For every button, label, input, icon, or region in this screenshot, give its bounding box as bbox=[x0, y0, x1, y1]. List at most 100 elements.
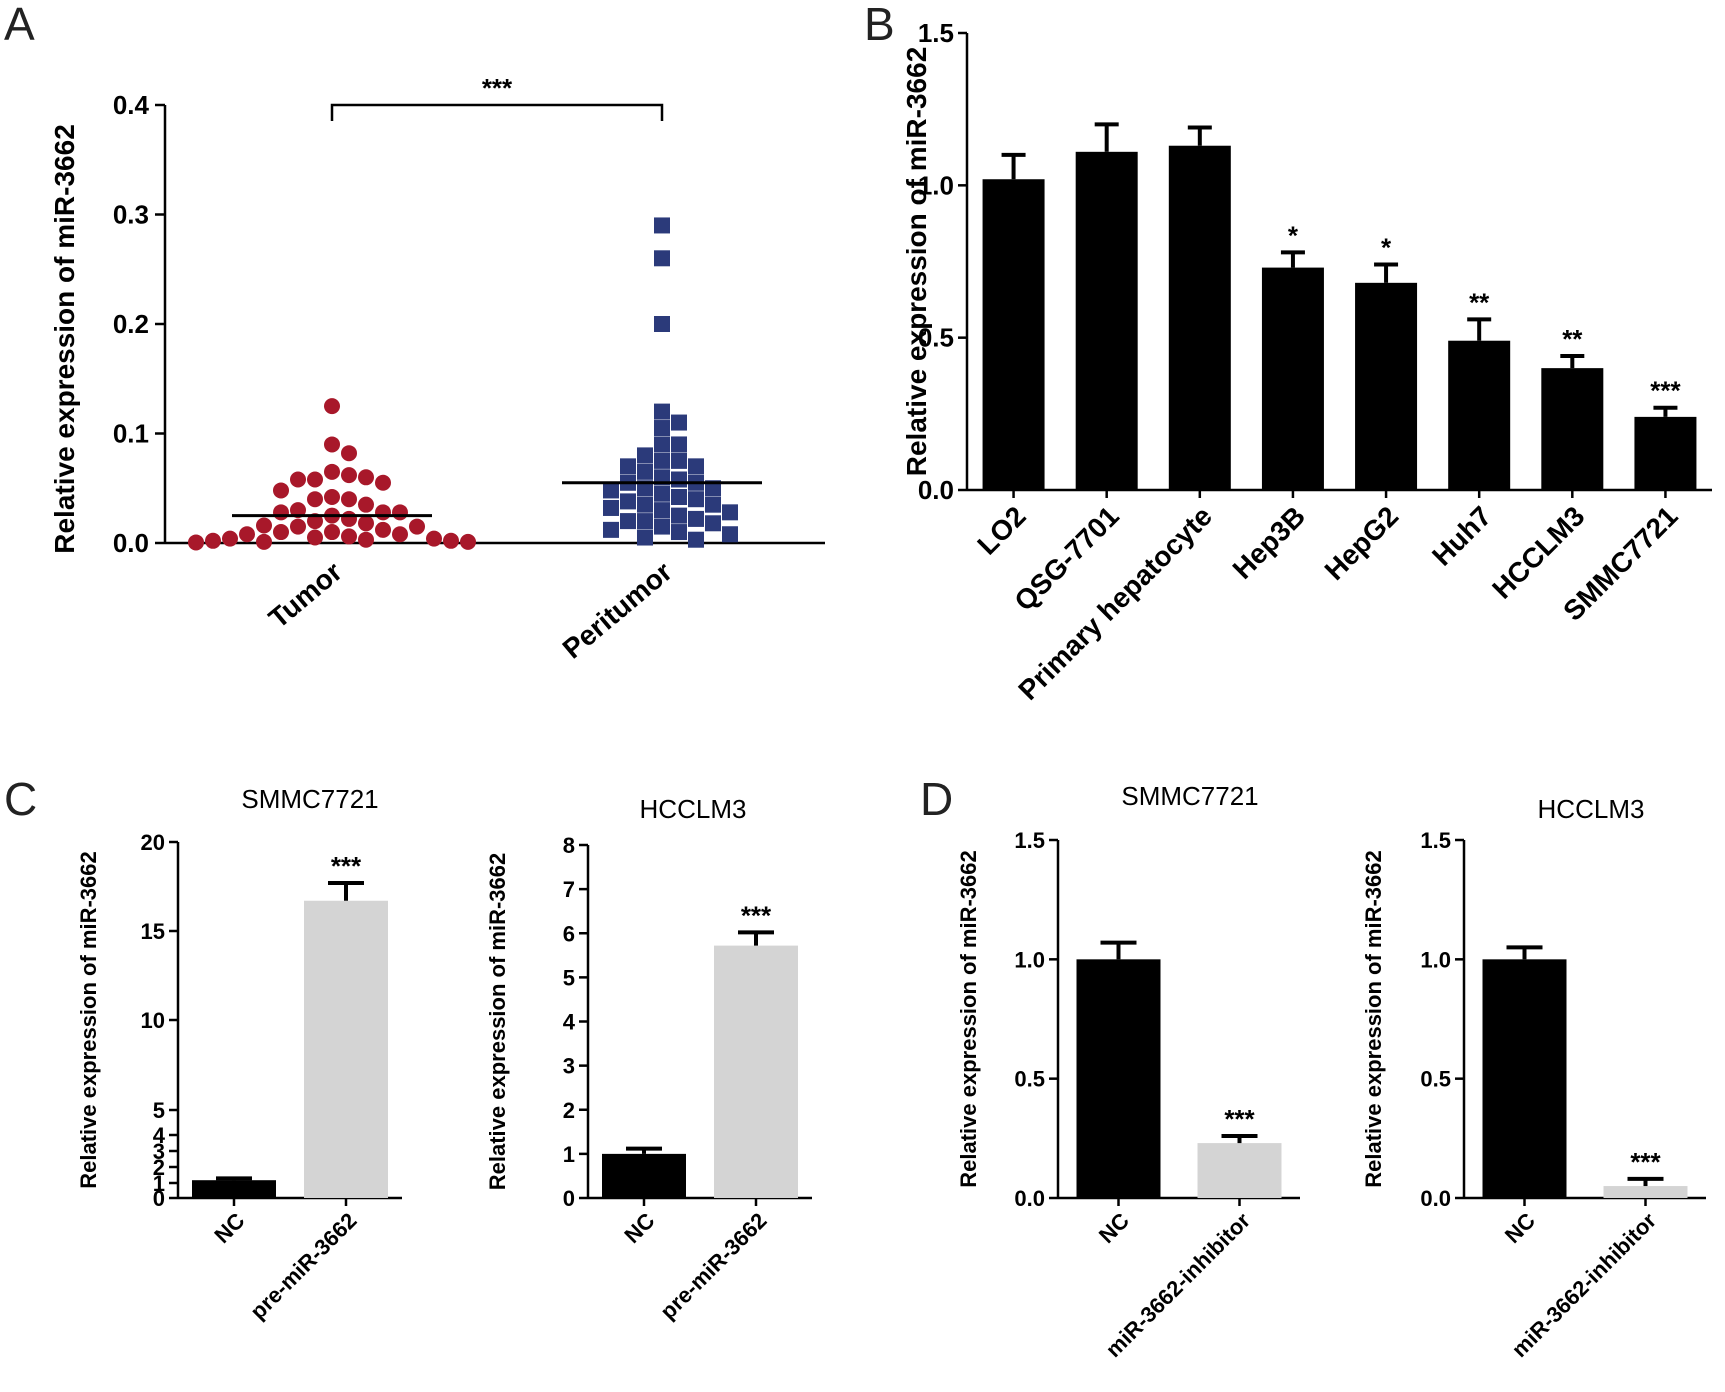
y-tick-label: 0.0 bbox=[113, 528, 149, 558]
data-point-peritumor bbox=[654, 452, 670, 469]
data-point-peritumor bbox=[637, 447, 653, 464]
y-tick-label: 2 bbox=[153, 1155, 165, 1180]
x-category-label: NC bbox=[209, 1208, 249, 1248]
scatter-chart-tumor-vs-peritumor: 0.0 0.1 0.2 0.3 0.4 Relative expression of mi… bbox=[49, 73, 825, 665]
y-tick-label: 0 bbox=[153, 1186, 165, 1211]
data-point-tumor bbox=[324, 398, 340, 415]
y-tick-label: 1.5 bbox=[1014, 828, 1045, 853]
y-tick-label: 0.3 bbox=[113, 200, 149, 230]
chart-title: HCCLM3 bbox=[1538, 794, 1645, 824]
y-axis-label: Relative expression of miR-3662 bbox=[49, 124, 80, 554]
y-tick-label: 3 bbox=[153, 1139, 165, 1164]
data-point-tumor bbox=[222, 530, 238, 547]
data-point-tumor bbox=[273, 524, 289, 541]
data-point-tumor bbox=[375, 504, 391, 521]
data-point-tumor bbox=[358, 531, 374, 548]
bar-chart-d-smmc7721: 0.0 0.5 1.0 1.5 Relative expression of miR-3… bbox=[956, 781, 1300, 1362]
significance-label: *** bbox=[482, 73, 513, 103]
y-tick-label: 0.5 bbox=[1420, 1067, 1451, 1092]
bar-nc bbox=[1482, 959, 1567, 1198]
data-point-tumor bbox=[239, 526, 255, 543]
data-point-peritumor bbox=[654, 485, 670, 502]
x-category-label: LO2 bbox=[971, 500, 1031, 560]
bar-hep3b bbox=[1261, 267, 1324, 490]
data-point-peritumor bbox=[688, 510, 704, 527]
significance-label: *** bbox=[331, 851, 362, 881]
data-point-tumor bbox=[290, 518, 306, 535]
data-point-tumor bbox=[307, 529, 323, 546]
data-point-peritumor bbox=[722, 526, 738, 543]
significance-label: ** bbox=[1562, 324, 1583, 354]
y-tick-label: 20 bbox=[141, 830, 165, 855]
data-point-tumor bbox=[205, 532, 221, 549]
x-category-label: NC bbox=[1500, 1208, 1540, 1248]
data-point-tumor bbox=[392, 526, 408, 543]
y-tick-label: 0 bbox=[563, 1186, 575, 1211]
data-point-peritumor bbox=[671, 524, 687, 541]
y-tick-label: 5 bbox=[563, 965, 575, 990]
bar-nc bbox=[602, 1153, 686, 1198]
y-tick-label: 1.0 bbox=[918, 170, 954, 200]
x-category-label: pre-miR-3662 bbox=[655, 1208, 771, 1324]
bar-nc bbox=[192, 1180, 276, 1198]
y-tick-label: 8 bbox=[563, 833, 575, 858]
significance-label: ** bbox=[1469, 287, 1490, 317]
data-point-peritumor bbox=[620, 493, 636, 510]
y-tick-label: 0.5 bbox=[918, 323, 954, 353]
data-point-peritumor bbox=[654, 250, 670, 267]
data-point-peritumor bbox=[654, 316, 670, 332]
significance-label: *** bbox=[1650, 376, 1681, 406]
data-point-peritumor bbox=[671, 471, 687, 488]
significance-label: *** bbox=[1630, 1147, 1661, 1177]
data-point-tumor bbox=[341, 467, 357, 484]
y-axis-label: Relative expression of miR-3662 bbox=[485, 853, 510, 1190]
chart-title: SMMC7721 bbox=[1121, 781, 1258, 811]
data-point-peritumor bbox=[637, 513, 653, 530]
data-point-tumor bbox=[290, 471, 306, 488]
data-point-peritumor bbox=[620, 458, 636, 475]
data-point-tumor bbox=[358, 515, 374, 532]
panel-letter-a: A bbox=[4, 0, 35, 50]
data-point-tumor bbox=[273, 504, 289, 521]
y-tick-label: 1.5 bbox=[1420, 828, 1451, 853]
data-point-tumor bbox=[358, 469, 374, 486]
data-point-peritumor bbox=[637, 463, 653, 480]
bar-hepg2 bbox=[1355, 282, 1418, 490]
data-point-peritumor bbox=[603, 499, 619, 516]
x-category-label: NC bbox=[1094, 1208, 1134, 1248]
data-point-peritumor bbox=[603, 482, 619, 499]
x-category-label: HepG2 bbox=[1319, 500, 1405, 586]
data-point-peritumor bbox=[654, 420, 670, 437]
data-point-tumor bbox=[307, 471, 323, 488]
bar-mir-3662-inhibitor bbox=[1197, 1143, 1282, 1198]
data-point-tumor bbox=[324, 489, 340, 506]
x-category-label: pre-miR-3662 bbox=[245, 1208, 361, 1324]
y-tick-label: 0.4 bbox=[113, 90, 150, 120]
y-tick-label: 4 bbox=[563, 1010, 576, 1035]
data-point-tumor bbox=[392, 504, 408, 521]
data-point-peritumor bbox=[722, 504, 738, 521]
data-point-tumor bbox=[324, 524, 340, 541]
bar-lo2 bbox=[982, 179, 1045, 491]
y-tick-label: 2 bbox=[563, 1098, 575, 1123]
data-point-tumor bbox=[341, 491, 357, 508]
data-point-peritumor bbox=[603, 521, 619, 538]
bar-hcclm3 bbox=[1541, 368, 1604, 490]
bar-nc bbox=[1076, 959, 1161, 1198]
data-point-peritumor bbox=[705, 496, 721, 513]
y-tick-label: 0.2 bbox=[113, 309, 149, 339]
x-category-label: Peritumor bbox=[557, 556, 678, 665]
data-point-peritumor bbox=[671, 489, 687, 506]
y-tick-label: 3 bbox=[563, 1054, 575, 1079]
data-point-peritumor bbox=[688, 491, 704, 508]
y-axis-label: Relative expression of miR-3662 bbox=[901, 47, 932, 477]
data-point-tumor bbox=[256, 533, 272, 550]
data-point-peritumor bbox=[654, 217, 670, 234]
data-point-peritumor bbox=[671, 507, 687, 524]
bar-primary-hepatocyte bbox=[1168, 145, 1231, 490]
data-point-tumor bbox=[341, 510, 357, 527]
x-category-label: NC bbox=[619, 1208, 659, 1248]
data-point-peritumor bbox=[654, 502, 670, 519]
data-point-peritumor bbox=[705, 515, 721, 532]
